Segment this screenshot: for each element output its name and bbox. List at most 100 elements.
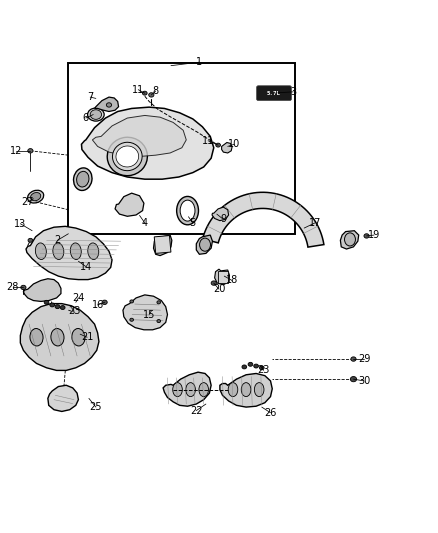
Text: 13: 13 <box>14 219 26 229</box>
Ellipse shape <box>51 328 64 346</box>
Ellipse shape <box>186 383 195 397</box>
Text: 29: 29 <box>358 354 370 364</box>
Text: 19: 19 <box>368 230 380 240</box>
Ellipse shape <box>259 366 264 370</box>
Text: 27: 27 <box>21 197 34 207</box>
Ellipse shape <box>71 243 81 260</box>
Ellipse shape <box>21 285 26 289</box>
Text: 17: 17 <box>309 218 321 228</box>
Ellipse shape <box>55 305 60 309</box>
Ellipse shape <box>200 238 211 251</box>
Polygon shape <box>95 97 119 111</box>
Ellipse shape <box>28 190 44 203</box>
Polygon shape <box>23 279 61 302</box>
Ellipse shape <box>106 103 112 107</box>
Polygon shape <box>196 235 212 254</box>
Ellipse shape <box>60 305 65 310</box>
Polygon shape <box>20 304 99 370</box>
Text: 25: 25 <box>90 402 102 412</box>
Text: 22: 22 <box>190 406 202 416</box>
Polygon shape <box>115 193 144 216</box>
Bar <box>68 63 295 234</box>
Ellipse shape <box>35 243 46 260</box>
Polygon shape <box>123 295 167 330</box>
Ellipse shape <box>28 238 33 243</box>
Ellipse shape <box>254 383 264 397</box>
Text: 28: 28 <box>7 282 19 293</box>
Text: 12: 12 <box>10 146 22 156</box>
Polygon shape <box>26 227 112 280</box>
Polygon shape <box>220 374 272 407</box>
Text: 26: 26 <box>264 408 277 418</box>
Polygon shape <box>48 385 78 411</box>
Text: 7: 7 <box>87 92 93 102</box>
Text: 8: 8 <box>152 86 159 96</box>
Text: 23: 23 <box>258 366 270 375</box>
Ellipse shape <box>157 301 161 304</box>
Ellipse shape <box>107 138 148 176</box>
Text: 4: 4 <box>142 218 148 228</box>
Ellipse shape <box>113 142 142 171</box>
Polygon shape <box>81 107 214 179</box>
Ellipse shape <box>44 300 49 304</box>
Polygon shape <box>163 372 211 406</box>
Ellipse shape <box>177 197 198 225</box>
Text: 30: 30 <box>358 376 370 386</box>
Polygon shape <box>153 235 172 256</box>
Ellipse shape <box>149 93 154 97</box>
Text: 3: 3 <box>290 87 296 97</box>
Text: 20: 20 <box>213 284 225 294</box>
Text: 15: 15 <box>143 310 155 319</box>
Polygon shape <box>92 116 186 157</box>
Text: 2: 2 <box>54 235 60 245</box>
Ellipse shape <box>102 300 107 304</box>
Text: 14: 14 <box>80 262 92 271</box>
Polygon shape <box>203 192 324 247</box>
Ellipse shape <box>254 364 258 368</box>
Ellipse shape <box>130 318 134 321</box>
Text: 24: 24 <box>72 293 85 303</box>
Ellipse shape <box>31 192 41 201</box>
Ellipse shape <box>157 320 161 322</box>
Ellipse shape <box>345 233 356 246</box>
Ellipse shape <box>180 200 195 221</box>
Text: 11: 11 <box>132 85 145 95</box>
Text: 5.7L: 5.7L <box>267 91 281 95</box>
FancyBboxPatch shape <box>257 86 291 101</box>
Ellipse shape <box>74 168 92 190</box>
Bar <box>218 271 228 283</box>
Ellipse shape <box>88 108 104 121</box>
Ellipse shape <box>364 234 369 238</box>
Ellipse shape <box>50 303 55 307</box>
Ellipse shape <box>228 383 238 397</box>
Ellipse shape <box>248 362 253 366</box>
Ellipse shape <box>28 149 33 153</box>
Ellipse shape <box>241 383 251 397</box>
Text: 11: 11 <box>202 136 214 146</box>
Ellipse shape <box>72 328 85 346</box>
Ellipse shape <box>53 243 64 260</box>
Text: 9: 9 <box>220 214 226 224</box>
Ellipse shape <box>77 172 89 187</box>
Ellipse shape <box>88 243 99 260</box>
Text: 1: 1 <box>196 57 202 67</box>
Text: 5: 5 <box>190 218 196 228</box>
Ellipse shape <box>211 281 216 285</box>
Ellipse shape <box>199 383 208 397</box>
Text: 18: 18 <box>226 276 238 286</box>
Text: 16: 16 <box>92 300 104 310</box>
Polygon shape <box>215 269 230 285</box>
Ellipse shape <box>30 328 43 346</box>
Bar <box>154 236 171 253</box>
Text: 10: 10 <box>228 139 240 149</box>
Polygon shape <box>212 207 229 221</box>
Ellipse shape <box>173 383 182 397</box>
Ellipse shape <box>242 365 247 369</box>
Ellipse shape <box>130 300 134 303</box>
Ellipse shape <box>116 146 139 167</box>
Polygon shape <box>222 142 232 153</box>
Text: 21: 21 <box>81 332 93 342</box>
Ellipse shape <box>351 357 356 361</box>
Ellipse shape <box>350 376 357 382</box>
Text: 6: 6 <box>83 113 89 123</box>
